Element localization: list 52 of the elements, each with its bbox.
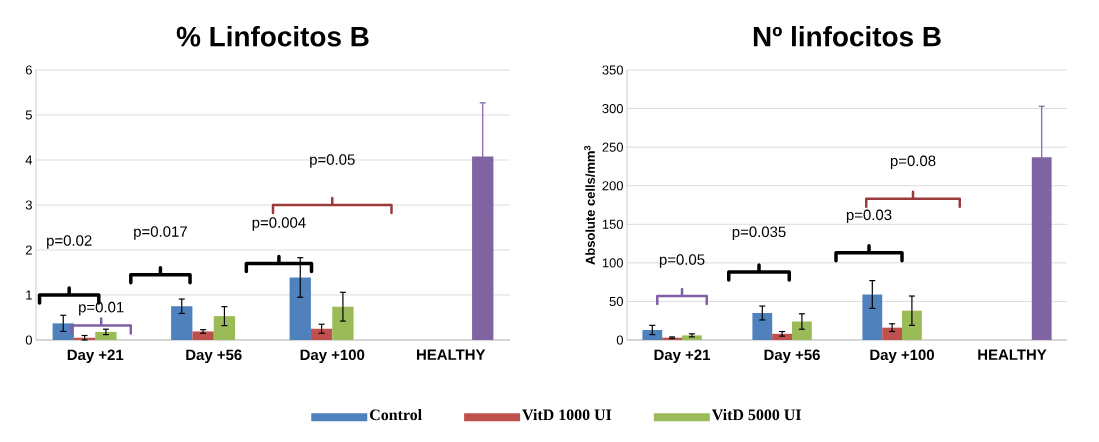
annotation: p=0.02: [47, 235, 92, 249]
bar: [642, 329, 663, 340]
y-tick-label: 50: [609, 296, 623, 307]
y-tick-label: 4: [25, 155, 33, 165]
bar: [792, 321, 812, 340]
bar: [752, 313, 773, 340]
y-axis-title: Absolute cells/mm$^{3}$: [584, 145, 596, 265]
y-tick-label: 2: [25, 245, 32, 255]
x-tick-label: HEALTHY: [417, 349, 486, 360]
annotation: p=0.05: [659, 254, 705, 268]
annotation: p=0.05: [310, 154, 355, 168]
chart-title: Nº linfocitos B: [753, 26, 941, 47]
bar: [192, 331, 214, 340]
x-tick-label: Day +100: [870, 349, 934, 364]
y-tick-label: 100: [602, 258, 623, 268]
bar: [332, 306, 354, 340]
y-tick-label: 200: [602, 181, 623, 191]
x-tick-label: Day +56: [186, 349, 242, 364]
annotation: p=0.01: [79, 301, 124, 316]
bar: [289, 277, 311, 340]
annotation: p=0.004: [252, 217, 306, 231]
legend-label: VitD 5000 UI: [711, 408, 801, 421]
annotation: p=0.017: [134, 226, 187, 240]
bar: [862, 294, 883, 340]
bar: [472, 156, 494, 340]
chart-title: % Linfocitos B: [176, 26, 369, 47]
x-tick-label: HEALTHY: [978, 349, 1047, 360]
legend-label: Control: [370, 408, 422, 421]
y-tick-label: 5: [25, 110, 32, 120]
y-tick-label: 350: [602, 65, 623, 75]
y-tick-label: 150: [602, 219, 623, 229]
y-tick-label: 0: [616, 335, 623, 345]
annotation: p=0.03: [846, 209, 892, 224]
x-tick-label: Day +21: [67, 349, 124, 364]
bar: [171, 306, 193, 340]
y-tick-label: 0: [25, 335, 32, 345]
y-tick-label: 3: [25, 200, 32, 210]
annotation: p=0.08: [890, 155, 936, 170]
bar: [213, 316, 236, 340]
bar: [1031, 157, 1052, 340]
x-tick-label: Day +100: [300, 349, 365, 364]
y-tick-label: 1: [26, 290, 32, 300]
bar: [902, 310, 922, 340]
annotation: p=0.035: [732, 226, 786, 241]
x-tick-label: Day +56: [764, 349, 820, 364]
bar: [310, 328, 333, 340]
bar: [882, 327, 903, 340]
x-tick-label: Day +21: [654, 349, 711, 364]
y-tick-label: 6: [25, 65, 32, 75]
legend-label: VitD 1000 UI: [522, 408, 612, 421]
y-tick-label: 250: [602, 142, 623, 152]
y-tick-label: 300: [602, 103, 623, 114]
